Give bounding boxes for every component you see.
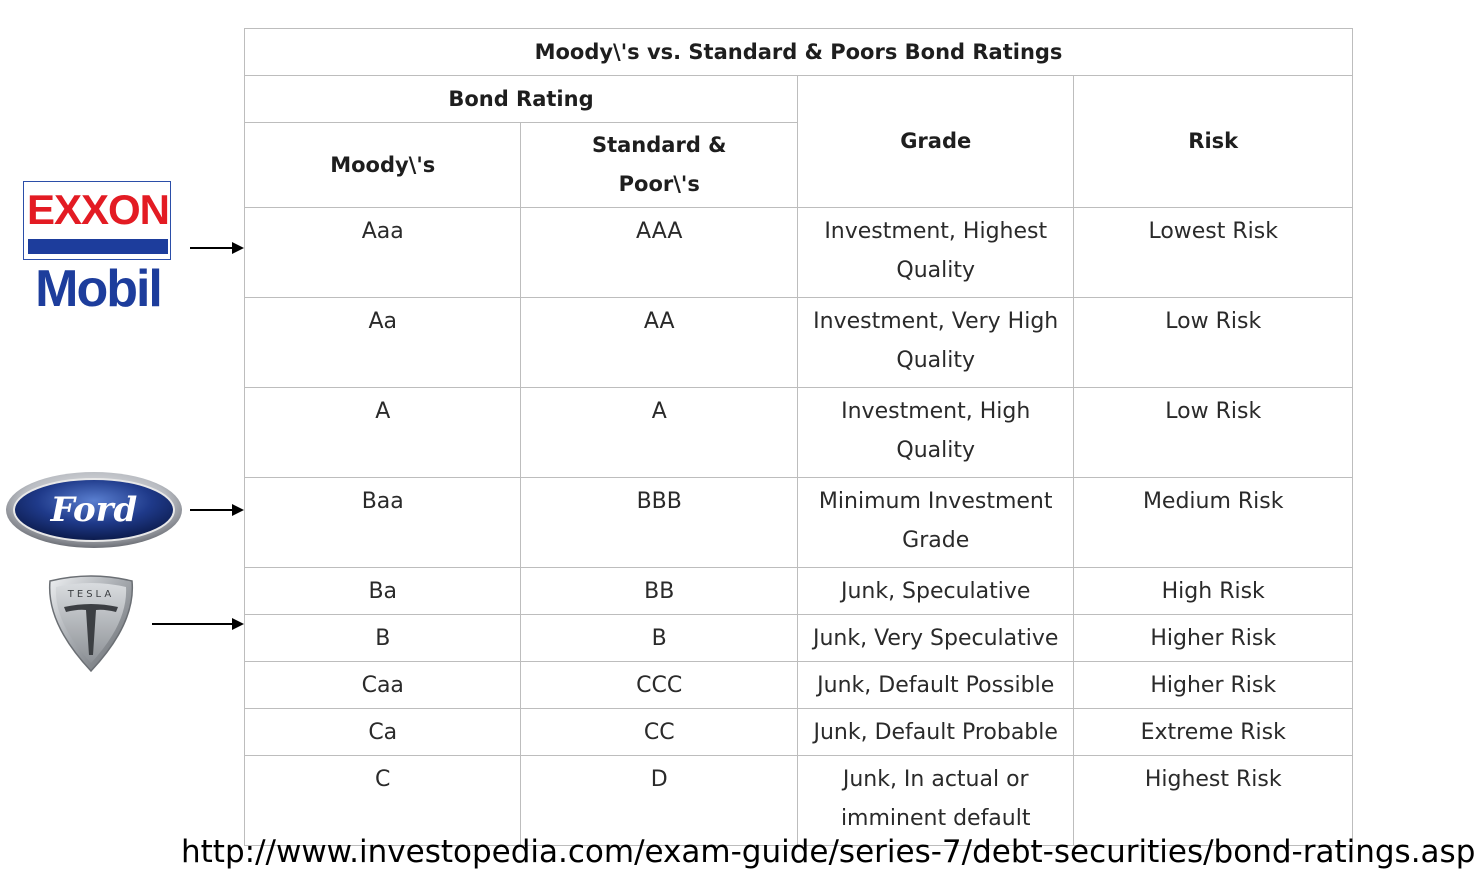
cell-moodys: Caa xyxy=(243,661,522,709)
cell-sp: B xyxy=(520,614,798,662)
tesla-logo-text: TESLA xyxy=(67,589,114,600)
table-row: Caa CCC Junk, Default Possible Higher Ri… xyxy=(243,661,1353,709)
cell-grade-line1: Junk, In actual or xyxy=(842,767,1029,792)
cell-sp: CC xyxy=(520,708,798,756)
header-standard-poors-line1: Standard & xyxy=(591,133,727,157)
exxon-logo-box: EXXON xyxy=(23,181,171,260)
cell-grade-line1: Investment, Very High xyxy=(813,309,1059,334)
cell-grade-line1: Minimum Investment xyxy=(818,489,1053,514)
header-standard-poors-line2: Poor\'s xyxy=(618,172,700,196)
cell-grade: Junk, Speculative xyxy=(796,567,1075,615)
cell-grade: Investment, Highest Quality xyxy=(796,207,1075,298)
cell-grade: Junk, In actual or imminent default xyxy=(796,755,1075,846)
cell-grade-line2: imminent default xyxy=(840,806,1031,831)
cell-moodys: B xyxy=(243,614,522,662)
cell-moodys: Ba xyxy=(243,567,522,615)
header-standard-poors: Standard & Poor\'s xyxy=(520,122,798,208)
cell-moodys: Baa xyxy=(243,477,522,568)
header-grade: Grade xyxy=(796,75,1075,208)
table-row: Ba BB Junk, Speculative High Risk xyxy=(243,567,1353,615)
cell-sp: AA xyxy=(520,297,798,388)
table-title: Moody\'s vs. Standard & Poors Bond Ratin… xyxy=(244,28,1353,76)
cell-sp: BBB xyxy=(520,477,798,568)
bond-ratings-table: Moody\'s vs. Standard & Poors Bond Ratin… xyxy=(243,28,1353,846)
exxon-logo-text: EXXON xyxy=(26,186,170,233)
cell-grade-line1: Investment, Highest xyxy=(824,219,1048,244)
cell-grade-line1: Investment, High xyxy=(841,399,1031,424)
header-risk: Risk xyxy=(1073,75,1353,208)
cell-moodys: A xyxy=(243,387,522,478)
cell-grade-line2: Grade xyxy=(902,528,970,553)
table-sub-header-row: Moody\'s Standard & Poor\'s xyxy=(243,122,1353,208)
table-title-row: Moody\'s vs. Standard & Poors Bond Ratin… xyxy=(244,28,1353,76)
table-row: Ca CC Junk, Default Probable Extreme Ris… xyxy=(243,708,1353,756)
cell-risk: Highest Risk xyxy=(1073,755,1353,846)
cell-risk: Low Risk xyxy=(1073,297,1353,388)
ford-logo-text: Ford xyxy=(50,490,138,530)
cell-grade-line2: Quality xyxy=(896,258,976,283)
mobil-logo-text: Mobil xyxy=(35,260,163,318)
exxon-mobil-logo: EXXON Mobil xyxy=(23,181,173,317)
table-row: A A Investment, High Quality Low Risk xyxy=(243,387,1353,478)
cell-sp: CCC xyxy=(520,661,798,709)
cell-grade: Investment, Very High Quality xyxy=(796,297,1075,388)
table-row: Aaa AAA Investment, Highest Quality Lowe… xyxy=(243,207,1353,298)
arrow-exxon xyxy=(190,242,244,254)
table-row: C D Junk, In actual or imminent default … xyxy=(243,755,1353,846)
cell-grade-line2: Quality xyxy=(896,438,976,463)
cell-risk: Lowest Risk xyxy=(1073,207,1353,298)
cell-grade: Junk, Default Possible xyxy=(796,661,1075,709)
cell-grade: Minimum Investment Grade xyxy=(796,477,1075,568)
arrow-tesla xyxy=(152,618,244,630)
cell-sp: A xyxy=(520,387,798,478)
cell-moodys: Ca xyxy=(243,708,522,756)
tesla-logo: TESLA xyxy=(48,575,134,673)
cell-moodys: Aa xyxy=(243,297,522,388)
header-moodys: Moody\'s xyxy=(243,122,522,208)
table-row: Baa BBB Minimum Investment Grade Medium … xyxy=(243,477,1353,568)
header-bond-rating: Bond Rating xyxy=(244,75,798,123)
cell-grade-line2: Quality xyxy=(896,348,976,373)
cell-risk: Medium Risk xyxy=(1073,477,1353,568)
table-row: Aa AA Investment, Very High Quality Low … xyxy=(243,297,1353,388)
table-group-header-row: Bond Rating Grade Risk xyxy=(244,75,1353,208)
cell-grade: Investment, High Quality xyxy=(796,387,1075,478)
cell-sp: BB xyxy=(520,567,798,615)
cell-moodys: Aaa xyxy=(243,207,522,298)
ford-logo: Ford xyxy=(6,472,182,548)
cell-risk: Higher Risk xyxy=(1073,661,1353,709)
source-url-text: http://www.investopedia.com/exam-guide/s… xyxy=(181,834,1475,870)
cell-grade: Junk, Very Speculative xyxy=(796,614,1075,662)
cell-risk: High Risk xyxy=(1073,567,1353,615)
cell-grade: Junk, Default Probable xyxy=(796,708,1075,756)
cell-risk: Low Risk xyxy=(1073,387,1353,478)
table-row: B B Junk, Very Speculative Higher Risk xyxy=(243,614,1353,662)
arrow-ford xyxy=(190,504,244,516)
cell-risk: Extreme Risk xyxy=(1073,708,1353,756)
cell-risk: Higher Risk xyxy=(1073,614,1353,662)
exxon-logo-bar xyxy=(28,239,168,254)
cell-sp: AAA xyxy=(520,207,798,298)
